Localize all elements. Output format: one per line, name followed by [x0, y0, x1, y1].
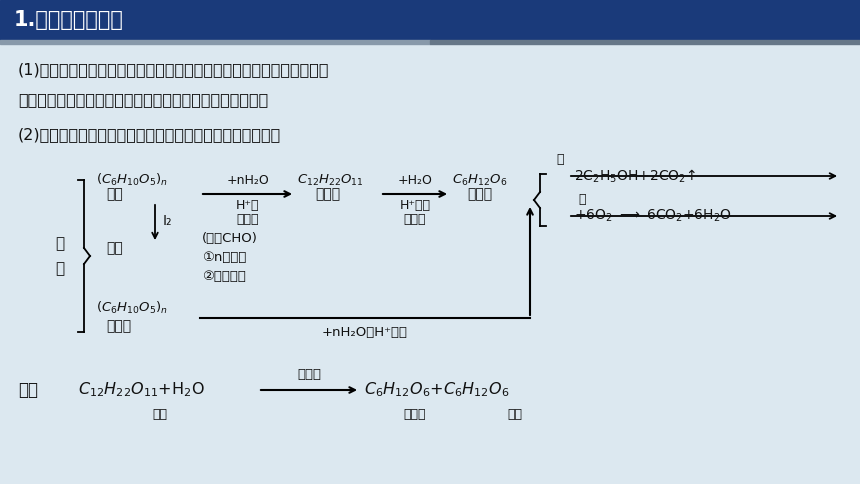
- Text: 葡萄糖: 葡萄糖: [467, 187, 492, 201]
- Bar: [0, 0, 860, 40]
- Text: 蓝色: 蓝色: [106, 241, 123, 255]
- Text: (2)单糖、二糖、多糖的核心知识可用如下网络图表示出来。: (2)单糖、二糖、多糖的核心知识可用如下网络图表示出来。: [18, 127, 281, 142]
- Text: 淀粉酶: 淀粉酶: [237, 213, 259, 226]
- Text: $(C_6H_{10}O_5)_n$: $(C_6H_{10}O_5)_n$: [96, 172, 168, 188]
- Text: I₂: I₂: [163, 214, 173, 228]
- Text: 酶: 酶: [556, 153, 563, 166]
- Text: 的化学性质，利用此规律就能轻松掌握葡萄糖的化学性质。: 的化学性质，利用此规律就能轻松掌握葡萄糖的化学性质。: [18, 92, 268, 107]
- Text: $C_{12}H_{22}O_{11}$+H$_2$O: $C_{12}H_{22}O_{11}$+H$_2$O: [78, 380, 205, 399]
- Text: 1.糖类性质巧突破: 1.糖类性质巧突破: [14, 10, 124, 30]
- Text: +nH₂O: +nH₂O: [226, 175, 269, 187]
- Text: H⁺或麦: H⁺或麦: [400, 199, 431, 212]
- Text: 酸或酶: 酸或酶: [297, 367, 321, 380]
- Text: 纤维素: 纤维素: [106, 319, 131, 333]
- Text: 麦芽糖: 麦芽糖: [315, 187, 340, 201]
- Text: (有－CHO): (有－CHO): [202, 232, 258, 245]
- Text: H⁺或: H⁺或: [236, 199, 259, 212]
- Text: +H₂O: +H₂O: [397, 175, 433, 187]
- Text: 果糖: 果糖: [507, 408, 523, 421]
- Text: $C_{12}H_{22}O_{11}$: $C_{12}H_{22}O_{11}$: [297, 172, 364, 187]
- Text: (1)葡萄糖分子含有羟基、醛基两种官能团，因此它具有醇、醛两类物质: (1)葡萄糖分子含有羟基、醛基两种官能团，因此它具有醇、醛两类物质: [18, 62, 329, 77]
- Text: +6O$_2$ $\longrightarrow$ 6CO$_2$+6H$_2$O: +6O$_2$ $\longrightarrow$ 6CO$_2$+6H$_2$…: [574, 208, 732, 224]
- Text: 蔗糖: 蔗糖: [152, 408, 168, 421]
- Bar: [0, 40, 430, 44]
- Text: 酶: 酶: [578, 193, 586, 206]
- Text: 葡萄糖: 葡萄糖: [403, 408, 427, 421]
- Text: ②结构不同: ②结构不同: [202, 270, 246, 283]
- Text: ①n值不同: ①n值不同: [202, 251, 246, 264]
- Text: 淀粉: 淀粉: [106, 187, 123, 201]
- Bar: [430, 40, 860, 44]
- Text: 2C$_2$H$_5$OH+2CO$_2$↑: 2C$_2$H$_5$OH+2CO$_2$↑: [574, 167, 697, 185]
- Text: 多
糖: 多 糖: [55, 236, 64, 276]
- Text: +nH₂O，H⁺或酶: +nH₂O，H⁺或酶: [322, 326, 408, 339]
- Text: $(C_6H_{10}O_5)_n$: $(C_6H_{10}O_5)_n$: [96, 300, 168, 316]
- Text: 注意: 注意: [18, 381, 38, 399]
- Text: $C_6H_{12}O_6$: $C_6H_{12}O_6$: [452, 172, 507, 187]
- Text: 芽糖酶: 芽糖酶: [403, 213, 427, 226]
- Text: $C_6H_{12}O_6$+$C_6H_{12}O_6$: $C_6H_{12}O_6$+$C_6H_{12}O_6$: [364, 380, 509, 399]
